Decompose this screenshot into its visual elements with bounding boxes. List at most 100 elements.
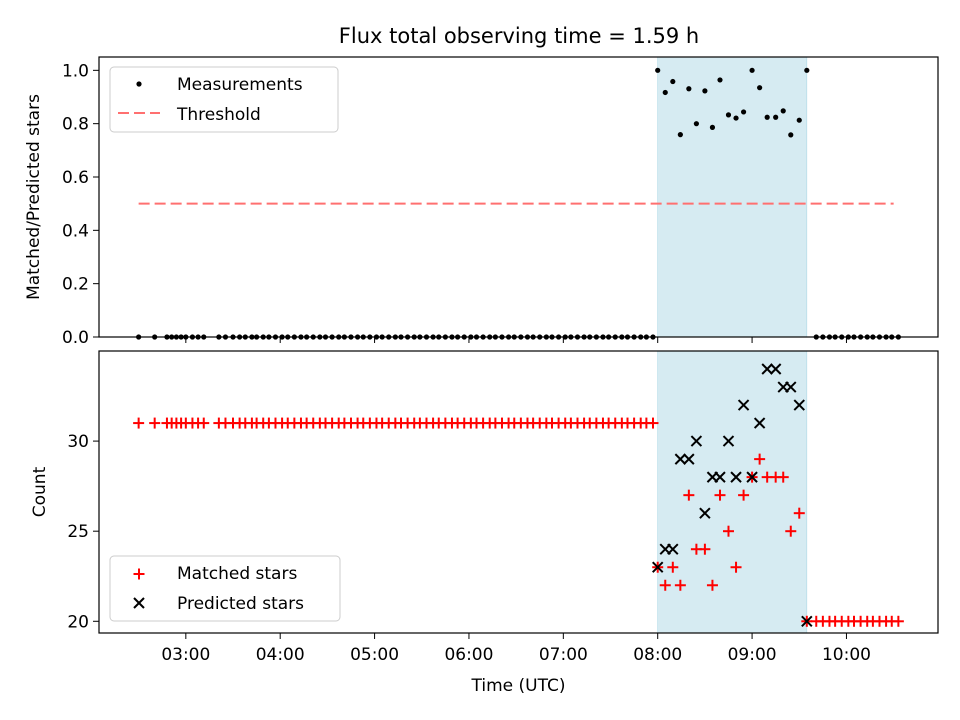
measurement-point — [773, 114, 779, 120]
x-tick-label: 05:00 — [350, 645, 399, 665]
predicted-star-point — [730, 471, 742, 483]
measurement-point — [749, 67, 755, 73]
measurement-point — [796, 117, 802, 123]
legend-marker-measurements — [136, 81, 142, 87]
predicted-star-point — [674, 453, 687, 465]
cross-stroke — [722, 435, 735, 447]
predicted-star-point — [761, 363, 773, 375]
x-tick-label: 07:00 — [539, 645, 588, 665]
measurement-point — [655, 67, 661, 73]
y-tick-label: 30 — [67, 432, 89, 452]
legend-frame — [109, 555, 341, 622]
x-axis-label: Time (UTC) — [471, 676, 566, 696]
matched-star-point — [699, 543, 711, 555]
predicted-star-point — [769, 363, 782, 375]
cross-stroke — [730, 471, 742, 483]
y-axis-label-top: Matched/Predicted stars — [24, 94, 44, 300]
cross-stroke — [714, 471, 726, 483]
legend-plus-glyph — [133, 568, 145, 580]
x-tick-label: 08:00 — [633, 645, 682, 665]
matched-star-point — [667, 561, 679, 573]
measurement-point — [693, 121, 699, 127]
matched-star-point — [659, 579, 671, 591]
cross-stroke — [690, 435, 703, 447]
matched-star-point — [785, 525, 797, 537]
cross-stroke — [801, 615, 813, 627]
matched-star-point — [892, 615, 904, 627]
x-tick-label: 03:00 — [161, 645, 210, 665]
matched-star-point — [198, 417, 210, 429]
predicted-star-point — [737, 399, 750, 411]
measurement-point — [740, 109, 747, 115]
legend-label-predicted: Predicted stars — [177, 594, 304, 614]
y-axis-label-bottom: Count — [30, 466, 50, 517]
cross-stroke — [769, 363, 782, 375]
predicted-star-point — [793, 399, 805, 411]
measurement-point — [764, 114, 770, 120]
matched-star-point — [722, 525, 734, 537]
y-tick-label: 0.2 — [62, 275, 89, 295]
legend-label-measurements: Measurements — [177, 75, 303, 95]
legend-label-matched: Matched stars — [177, 564, 297, 584]
measurement-point — [733, 115, 739, 121]
measurement-point — [804, 67, 810, 73]
axes-frame-top — [98, 56, 939, 338]
predicted-star-point — [801, 615, 813, 627]
matched-star-point — [730, 561, 742, 573]
cross-stroke — [651, 561, 664, 573]
y-axis-top: 0.0 0.2 0.4 0.6 0.8 1.0 — [62, 61, 99, 348]
measurement-point — [670, 78, 676, 85]
x-tick-label: 04:00 — [256, 645, 305, 665]
predicted-star-point — [690, 435, 703, 447]
cross-stroke — [746, 471, 758, 483]
y-tick-label: 0.8 — [62, 115, 89, 135]
count-points — [133, 363, 904, 627]
cross-stroke — [753, 417, 766, 429]
cross-stroke — [793, 399, 805, 411]
cross-stroke — [683, 453, 695, 465]
matched-star-point — [133, 417, 145, 429]
predicted-star-point — [785, 381, 797, 393]
panel-counts: 20 25 30 03:00 04:00 05:00 06:00 07:00 08:00 09:… — [30, 350, 939, 696]
legend-marker-predicted — [133, 597, 145, 609]
axes-frame-bottom — [98, 350, 939, 634]
predicted-star-point — [722, 435, 735, 447]
matched-star-point — [647, 417, 659, 429]
matched-star-point — [738, 489, 750, 501]
y-tick-label: 25 — [67, 522, 89, 542]
observing-window-shade — [657, 56, 808, 338]
matched-star-point — [714, 489, 726, 501]
cross-stroke — [737, 399, 750, 411]
predicted-star-point — [753, 417, 766, 429]
predicted-star-point — [746, 471, 758, 483]
measurement-point — [677, 132, 683, 138]
matched-star-point — [754, 453, 766, 465]
legend-label-threshold: Threshold — [176, 105, 261, 125]
measurement-point — [780, 108, 786, 114]
matched-star-point — [674, 579, 686, 591]
predicted-star-point — [714, 471, 726, 483]
matched-star-point — [149, 417, 161, 429]
matched-star-point — [683, 489, 695, 501]
legend-cross-glyph — [133, 597, 145, 609]
y-axis-bottom: 20 25 30 — [67, 432, 99, 632]
measurement-point — [717, 77, 723, 83]
cross-stroke — [667, 543, 679, 555]
cross-stroke — [785, 381, 797, 393]
predicted-star-point — [651, 561, 664, 573]
y-tick-label: 0.6 — [62, 168, 89, 188]
measurement-point — [757, 85, 763, 91]
cross-stroke — [699, 507, 711, 519]
y-tick-label: 1.0 — [62, 61, 89, 81]
legend-marker-matched — [133, 568, 145, 580]
predicted-star-point — [699, 507, 711, 519]
cross-stroke — [761, 363, 773, 375]
measurement-point — [788, 132, 794, 138]
measurement-point — [702, 88, 708, 94]
y-tick-label: 20 — [67, 612, 89, 632]
matched-star-point — [706, 579, 718, 591]
cross-stroke — [133, 597, 145, 609]
x-tick-label: 10:00 — [822, 645, 871, 665]
measurement-point — [686, 86, 692, 92]
measurement-point — [725, 112, 732, 118]
